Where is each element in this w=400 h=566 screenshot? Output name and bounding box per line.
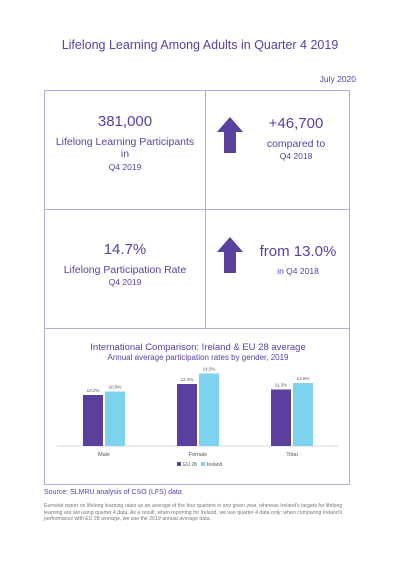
participants-stat: 381,000 Lifelong Learning Participants i… [45, 113, 205, 172]
bar-eu-28-male [83, 395, 103, 446]
change-label: compared to [266, 138, 326, 150]
previous-rate-stat: from 13.0% in Q4 2018 [245, 243, 351, 276]
data-label: 10.2% [87, 388, 100, 393]
source-text: Source: SLMRU analysis of CSO (LFS) data [44, 489, 182, 496]
bar-eu-28-total [271, 389, 291, 446]
chart-title: International Comparison: Ireland & EU 2… [90, 342, 306, 353]
up-arrow-icon [217, 237, 243, 273]
bar-ireland-male [105, 391, 125, 446]
participants-value: 381,000 [97, 113, 153, 130]
page-title: Lifelong Learning Among Adults in Quarte… [61, 38, 339, 52]
report-date: July 2020 [319, 74, 356, 84]
x-tick-label: Female [189, 452, 207, 458]
rate-stat: 14.7% Lifelong Participation Rate Q4 201… [45, 241, 205, 287]
data-label: 14.5% [203, 367, 216, 372]
data-label: 11.3% [275, 383, 287, 388]
data-label: 10.9% [109, 385, 122, 390]
up-arrow-icon [217, 117, 243, 153]
infographic-panel: 381,000 Lifelong Learning Participants i… [44, 90, 350, 485]
x-tick-label: Male [98, 452, 110, 458]
participants-period: Q4 2019 [108, 162, 142, 172]
legend-swatch [201, 462, 205, 466]
legend-swatch [177, 462, 181, 466]
change-period: Q4 2018 [279, 151, 313, 161]
bar-eu-28-female [177, 384, 197, 446]
divider-horizontal-1 [45, 209, 349, 210]
participants-label: Lifelong Learning Participants [55, 136, 195, 148]
divider-horizontal-2 [45, 328, 349, 329]
methodology-note: Eurostat report on lifelong learning rat… [44, 503, 343, 523]
participants-label-in: in [120, 148, 130, 160]
data-label: 12.4% [181, 377, 194, 382]
rate-label: Lifelong Participation Rate [63, 264, 187, 276]
data-label: 12.6% [297, 376, 310, 381]
legend-label: Ireland [207, 462, 223, 468]
rate-value: 14.7% [103, 241, 147, 258]
chart-subtitle: Annual average participation rates by ge… [107, 353, 289, 362]
bar-ireland-female [199, 373, 219, 446]
x-tick-label: Total [286, 452, 298, 458]
bar-chart: 10.2% 10.9% Male 12.4% 14.5% Female 11.3% 12.6%… [57, 367, 339, 468]
bar-ireland-total [293, 383, 313, 446]
previous-rate-value: from 13.0% [259, 243, 337, 260]
rate-period: Q4 2019 [108, 277, 142, 287]
change-value: +46,700 [268, 115, 324, 132]
previous-rate-period: in Q4 2018 [277, 266, 319, 276]
change-stat: +46,700 compared to Q4 2018 [241, 115, 351, 161]
legend-label: EU 28 [183, 462, 197, 468]
